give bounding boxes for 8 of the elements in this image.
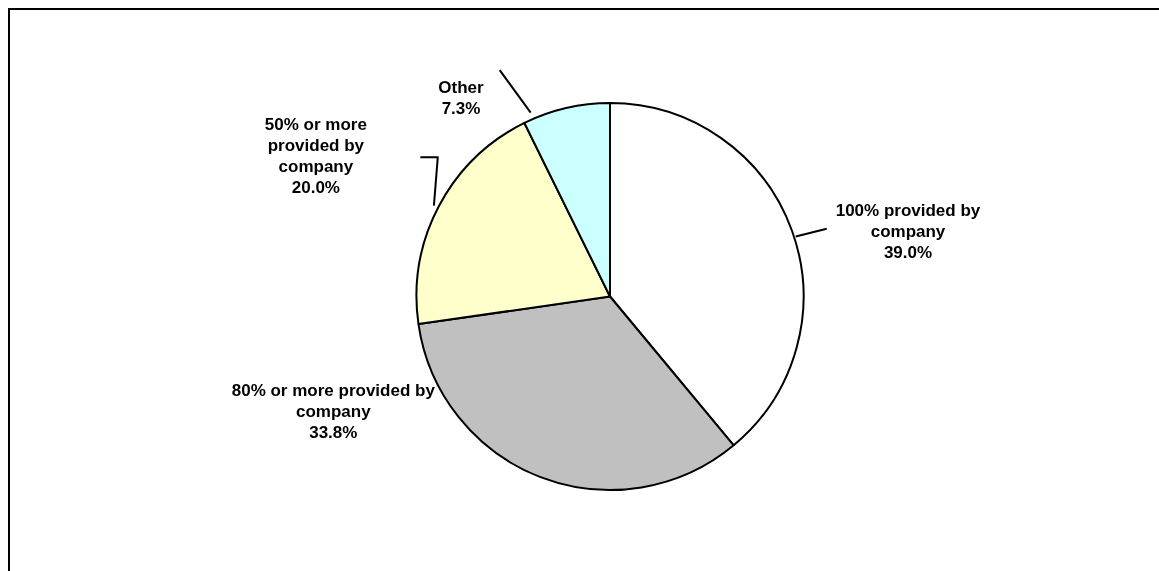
data-label: 39.0% bbox=[883, 243, 933, 263]
slice-label: 50% or more provided by company bbox=[264, 115, 367, 177]
data-label: 7.3% bbox=[441, 99, 481, 119]
data-label: 20.0% bbox=[291, 178, 340, 198]
slice-label: Other bbox=[438, 78, 485, 98]
slice-label: 100% provided by company bbox=[835, 201, 981, 242]
slice-label: 80% or more provided by company bbox=[231, 381, 436, 422]
data-label: 33.8% bbox=[309, 423, 358, 443]
